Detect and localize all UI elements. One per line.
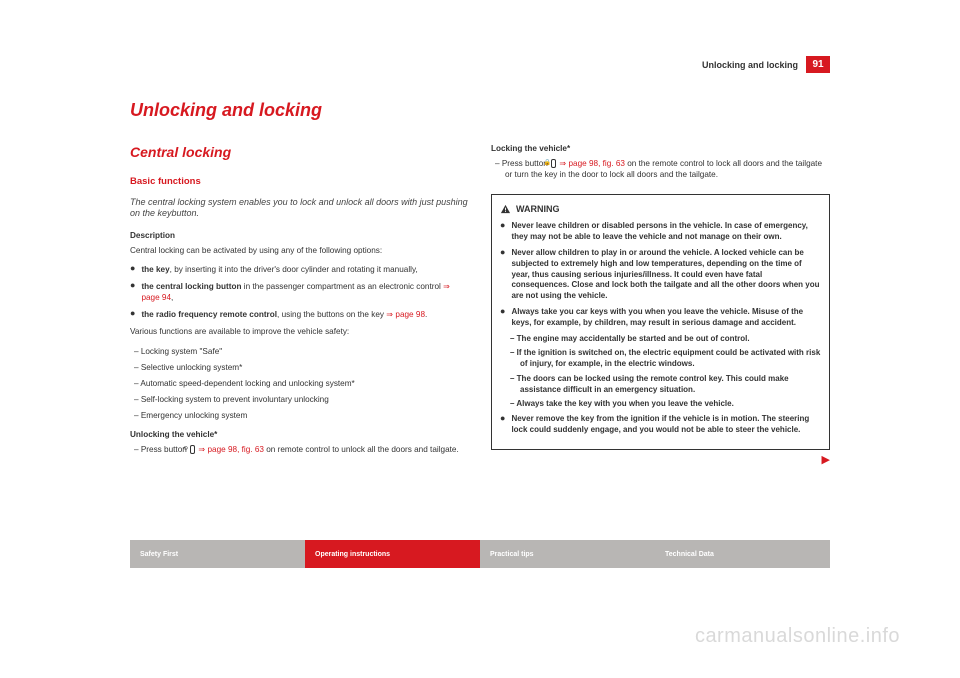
warning-triangle-icon [500, 204, 511, 215]
bullet-icon: ● [130, 264, 135, 275]
tab-safety[interactable]: Safety First [130, 540, 305, 568]
bullet-item: ● the central locking button in the pass… [130, 281, 469, 303]
page-number: 91 [806, 56, 830, 73]
bullet-item: ● the radio frequency remote control, us… [130, 309, 469, 320]
warning-box: WARNING ●Never leave children or disable… [491, 194, 830, 450]
section-heading: Central locking [130, 143, 469, 162]
lock-instruction: – Press button 🔒 ⇒ page 98, fig. 63 on t… [491, 158, 830, 180]
page-ref-link[interactable]: ⇒ page 98, fig. 63 [557, 159, 625, 168]
warning-label: WARNING [516, 203, 560, 215]
dash-list: – Locking system "Safe" – Selective unlo… [130, 346, 469, 421]
page-ref-link[interactable]: ⇒ page 98 [386, 310, 425, 319]
tab-operating[interactable]: Operating instructions [305, 540, 480, 568]
list-item: – Locking system "Safe" [130, 346, 469, 357]
lock-heading: Locking the vehicle* [491, 143, 830, 154]
header-section: Unlocking and locking [702, 60, 798, 70]
tab-technical[interactable]: Technical Data [655, 540, 830, 568]
left-column: Central locking Basic functions The cent… [130, 143, 469, 468]
lock-key-icon: 🔒 [551, 159, 556, 168]
continue-arrow-icon: ▶ [491, 453, 830, 468]
list-item: – Self-locking system to prevent involun… [130, 394, 469, 405]
watermark: carmanualsonline.info [695, 625, 900, 648]
bullet-item: ● the key, by inserting it into the driv… [130, 264, 469, 275]
list-item: – Selective unlocking system* [130, 362, 469, 373]
description-heading: Description [130, 230, 469, 241]
list-item: – Automatic speed-dependent locking and … [130, 378, 469, 389]
page-ref-link[interactable]: ⇒ page 98, fig. 63 [196, 445, 264, 454]
tab-practical[interactable]: Practical tips [480, 540, 655, 568]
body-text: Various functions are available to impro… [130, 326, 469, 337]
page-title: Unlocking and locking [130, 100, 830, 121]
bullet-icon: ● [130, 281, 135, 303]
unlock-instruction: – Press button ⟲ ⇒ page 98, fig. 63 on r… [130, 444, 469, 455]
subsection-heading: Basic functions [130, 176, 469, 189]
unlock-key-icon: ⟲ [190, 445, 195, 454]
intro-text: The central locking system enables you t… [130, 197, 469, 220]
right-column: Locking the vehicle* – Press button 🔒 ⇒ … [491, 143, 830, 468]
unlock-heading: Unlocking the vehicle* [130, 429, 469, 440]
bullet-icon: ● [130, 309, 135, 320]
footer-tabs: Safety First Operating instructions Prac… [130, 540, 830, 568]
description-text: Central locking can be activated by usin… [130, 245, 469, 256]
list-item: – Emergency unlocking system [130, 410, 469, 421]
